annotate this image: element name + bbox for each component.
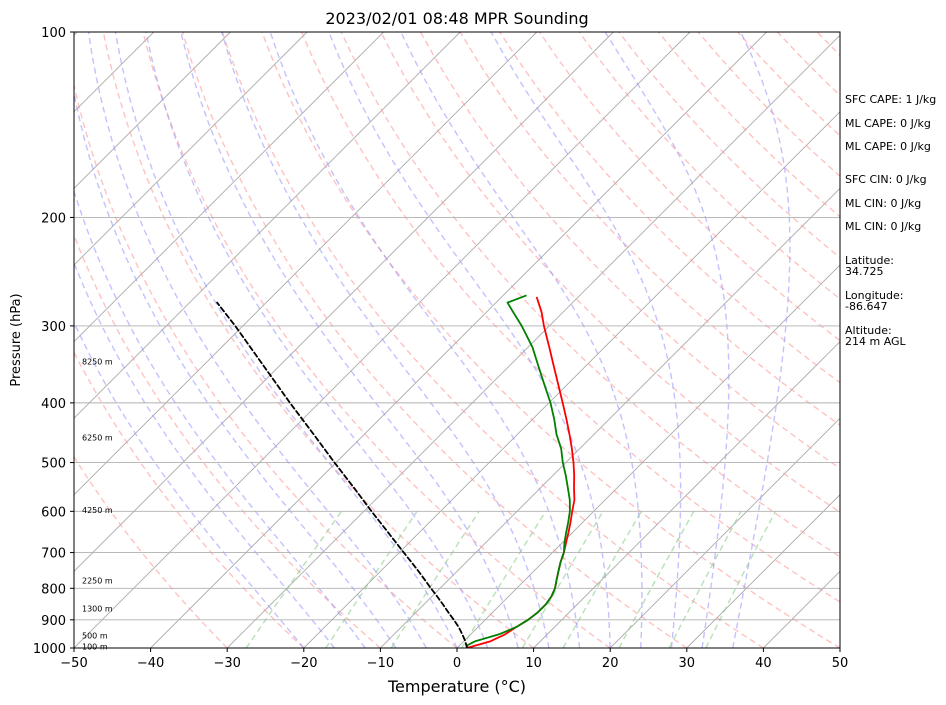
longitude-label: Longitude: xyxy=(845,289,904,302)
y-axis-label: Pressure (hPa) xyxy=(9,293,24,386)
isotherm-line xyxy=(303,111,840,648)
dry-adiabat-line xyxy=(181,32,688,648)
isotherm-line xyxy=(609,417,840,648)
ml-cin-text-2: ML CIN: 0 J/kg xyxy=(845,220,922,233)
isotherm-line xyxy=(226,34,840,648)
y-tick-label: 700 xyxy=(41,547,66,562)
y-tick-label: 1000 xyxy=(33,642,66,657)
sfc-cape-text: SFC CAPE: 1 J/kg xyxy=(845,93,937,106)
dry-adiabat-line xyxy=(142,32,611,648)
isotherm-line xyxy=(74,32,691,648)
background-lines xyxy=(0,32,840,648)
latitude-label: Latitude: xyxy=(845,254,894,267)
moist-adiabat-line xyxy=(114,32,458,648)
dry-adiabat-line xyxy=(102,32,535,648)
y-tick-label: 800 xyxy=(41,582,66,597)
x-tick-label: 10 xyxy=(525,656,542,671)
mixing-ratio-line xyxy=(461,510,547,648)
moist-adiabat-line xyxy=(732,32,791,648)
y-tick-label: 400 xyxy=(41,397,66,412)
moist-adiabat-line xyxy=(74,189,366,648)
mixing-ratio-line xyxy=(705,510,777,648)
moist-adiabat-line xyxy=(87,32,428,648)
y-tick-label: 200 xyxy=(41,211,66,226)
moist-adiabat-line xyxy=(269,32,581,648)
x-tick-label: 20 xyxy=(602,656,619,671)
x-axis-label: Temperature (°C) xyxy=(387,677,526,696)
isotherm-line xyxy=(74,32,231,190)
altitude-value: 214 m AGL xyxy=(845,335,906,348)
mixing-ratio-line xyxy=(668,510,742,648)
height-label: 1300 m xyxy=(82,604,113,613)
height-label: 500 m xyxy=(82,632,108,641)
x-tick-label: −20 xyxy=(290,656,317,671)
height-label: 2250 m xyxy=(82,576,113,585)
isotherm-line xyxy=(0,32,1,648)
isotherm-line xyxy=(74,32,461,419)
x-tick-label: 40 xyxy=(755,656,772,671)
dry-adiabat-line xyxy=(74,350,305,648)
x-tick-label: −30 xyxy=(213,656,240,671)
dry-adiabat-line xyxy=(538,32,840,342)
moist-adiabat-line xyxy=(328,32,611,648)
y-tick-label: 900 xyxy=(41,614,66,629)
height-label: 8250 m xyxy=(82,358,113,367)
moist-adiabat-line xyxy=(400,32,643,648)
x-tick-label: −40 xyxy=(137,656,164,671)
isotherm-line xyxy=(74,32,384,343)
dry-adiabat-line xyxy=(578,32,840,300)
moist-adiabat-line xyxy=(604,32,730,648)
sounding-series xyxy=(216,294,576,648)
isotherm-line xyxy=(380,187,840,648)
y-tick-label: 500 xyxy=(41,457,66,472)
ml-cape-text-1: ML CAPE: 0 J/kg xyxy=(845,117,931,130)
dewpoint-line xyxy=(466,294,571,648)
mixing-ratio-line xyxy=(562,510,642,648)
isotherm-line xyxy=(533,340,840,648)
mixing-ratio-line xyxy=(618,510,695,648)
moist-adiabat-line xyxy=(490,32,682,648)
x-tick-label: 50 xyxy=(832,656,849,671)
height-label: 6250 m xyxy=(82,433,113,442)
dry-adiabat-line xyxy=(74,82,458,648)
ml-cape-text-2: ML CAPE: 0 J/kg xyxy=(845,140,931,153)
dry-adiabat-line xyxy=(261,32,840,648)
altitude-label: Altitude: xyxy=(845,324,892,337)
y-tick-label: 600 xyxy=(41,505,66,520)
isotherm-line xyxy=(74,32,308,266)
ml-cin-text-1: ML CIN: 0 J/kg xyxy=(845,197,922,210)
moist-adiabat-line xyxy=(74,260,335,648)
sfc-cin-text: SFC CIN: 0 J/kg xyxy=(845,173,927,186)
isotherm-line xyxy=(150,32,767,648)
mixing-ratio-line xyxy=(521,510,604,648)
isotherm-line xyxy=(74,32,538,496)
x-axis-ticks: −50 −40 −30 −20 −10 0 10 20 30 40 50 xyxy=(60,648,848,671)
plot-background xyxy=(74,32,840,648)
height-label: 100 m xyxy=(82,642,108,651)
x-tick-label: −10 xyxy=(367,656,394,671)
moist-adiabat-line xyxy=(180,32,519,648)
chart-title: 2023/02/01 08:48 MPR Sounding xyxy=(325,9,588,28)
x-tick-label: 30 xyxy=(679,656,696,671)
x-tick-label: 0 xyxy=(453,656,461,671)
moist-adiabat-line xyxy=(221,32,550,648)
moist-adiabat-line xyxy=(74,89,397,648)
height-label: 4250 m xyxy=(82,506,113,515)
y-tick-label: 300 xyxy=(41,320,66,335)
parcel-line xyxy=(216,301,468,648)
y-axis-ticks: 1000 900 800 700 600 500 400 300 200 100 xyxy=(33,26,74,657)
x-tick-label: −50 xyxy=(60,656,87,671)
isotherm-line xyxy=(686,494,840,648)
y-tick-label: 100 xyxy=(41,26,66,41)
isotherm-line xyxy=(74,32,614,573)
latitude-value: 34.725 xyxy=(845,265,884,278)
longitude-value: -86.647 xyxy=(845,300,888,313)
